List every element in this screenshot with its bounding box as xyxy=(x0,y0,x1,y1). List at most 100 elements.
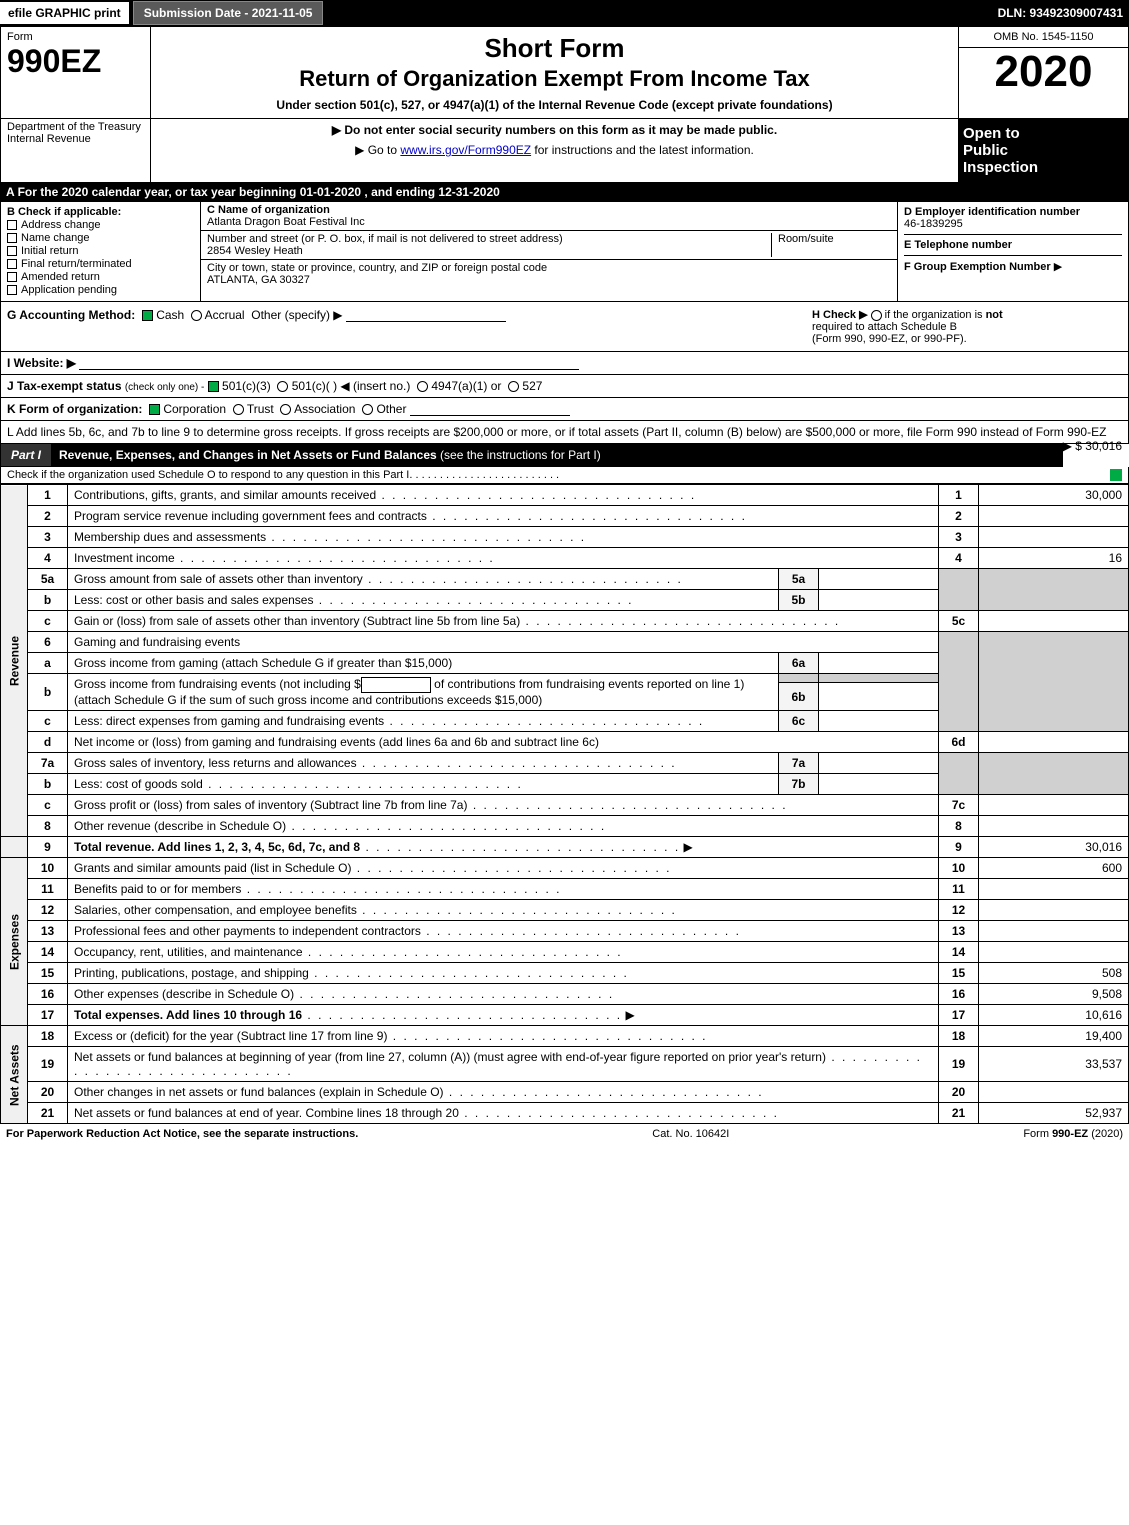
org-name-value: Atlanta Dragon Boat Festival Inc xyxy=(207,216,365,228)
city-label: City or town, state or province, country… xyxy=(207,262,547,274)
line-code: 6d xyxy=(939,732,979,753)
irs-link[interactable]: www.irs.gov/Form990EZ xyxy=(400,143,531,157)
line-value: 30,000 xyxy=(979,485,1129,506)
line-text: Less: direct expenses from gaming and fu… xyxy=(68,711,779,732)
form-word: Form xyxy=(7,31,144,43)
line-value: 9,508 xyxy=(979,984,1129,1005)
inner-value[interactable] xyxy=(819,753,939,774)
line-code: 5c xyxy=(939,611,979,632)
other-specify-input[interactable] xyxy=(346,308,506,322)
header-left: Form 990EZ xyxy=(1,27,151,118)
inner-code: 6a xyxy=(779,653,819,674)
line-text: Benefits paid to or for members xyxy=(68,879,939,900)
website-input[interactable] xyxy=(79,356,579,370)
contrib-amount-input[interactable] xyxy=(361,677,431,693)
line-num: 8 xyxy=(28,816,68,837)
line-num: c xyxy=(28,711,68,732)
chk-4947-icon[interactable] xyxy=(417,381,428,392)
line-num: 19 xyxy=(28,1047,68,1082)
inner-value[interactable] xyxy=(819,653,939,674)
inner-code: 7a xyxy=(779,753,819,774)
checkbox-icon[interactable] xyxy=(7,272,17,282)
line-text: Net income or (loss) from gaming and fun… xyxy=(68,732,939,753)
chk-association-icon[interactable] xyxy=(280,404,291,415)
chk-527-icon[interactable] xyxy=(508,381,519,392)
line-code: 11 xyxy=(939,879,979,900)
checkbox-icon[interactable] xyxy=(7,259,17,269)
inspection-label: Inspection xyxy=(963,159,1124,176)
column-b: B Check if applicable: Address change Na… xyxy=(1,202,201,301)
chk-501c-icon[interactable] xyxy=(277,381,288,392)
efile-print-label[interactable]: efile GRAPHIC print xyxy=(0,2,129,24)
form-ref: Form 990-EZ (2020) xyxy=(1023,1128,1123,1140)
chk-final-return[interactable]: Final return/terminated xyxy=(7,258,194,270)
page-footer: For Paperwork Reduction Act Notice, see … xyxy=(0,1124,1129,1144)
row-h: H Check ▶ if the organization is not req… xyxy=(812,308,1122,345)
chk-initial-return[interactable]: Initial return xyxy=(7,245,194,257)
table-row: 20Other changes in net assets or fund ba… xyxy=(1,1082,1129,1103)
accrual-label: Accrual xyxy=(205,308,245,322)
line-value xyxy=(979,816,1129,837)
h-text3: (Form 990, 990-EZ, or 990-PF). xyxy=(812,333,967,345)
checkbox-accrual-icon[interactable] xyxy=(191,310,202,321)
h-text1: if the organization is xyxy=(885,309,986,321)
checkbox-cash-checked-icon[interactable] xyxy=(142,310,153,321)
schedule-o-checkbox-checked-icon[interactable] xyxy=(1110,469,1122,481)
checkbox-icon[interactable] xyxy=(7,233,17,243)
chk-address-change[interactable]: Address change xyxy=(7,219,194,231)
other-specify-label: Other (specify) ▶ xyxy=(251,308,342,322)
line-code: 8 xyxy=(939,816,979,837)
line-text: Occupancy, rent, utilities, and maintena… xyxy=(68,942,939,963)
cat-number: Cat. No. 10642I xyxy=(652,1128,729,1140)
line-code: 17 xyxy=(939,1005,979,1026)
inner-value[interactable] xyxy=(819,569,939,590)
line-text: Professional fees and other payments to … xyxy=(68,921,939,942)
checkbox-h-icon[interactable] xyxy=(871,310,882,321)
table-row: 19Net assets or fund balances at beginni… xyxy=(1,1047,1129,1082)
open-public-box: Open to Public Inspection xyxy=(958,119,1128,182)
part-1-check-text: Check if the organization used Schedule … xyxy=(7,469,409,481)
line-num: c xyxy=(28,795,68,816)
checkbox-icon[interactable] xyxy=(7,246,17,256)
part-1-check-row: Check if the organization used Schedule … xyxy=(0,467,1129,484)
inner-value[interactable] xyxy=(819,683,939,711)
chk-corporation-checked-icon[interactable] xyxy=(149,404,160,415)
line-code: 15 xyxy=(939,963,979,984)
h-text2: required to attach Schedule B xyxy=(812,321,957,333)
line-value xyxy=(979,732,1129,753)
chk-trust-icon[interactable] xyxy=(233,404,244,415)
goto-pre: Go to xyxy=(368,143,401,157)
shaded-cell xyxy=(779,674,819,683)
inner-value[interactable] xyxy=(819,711,939,732)
chk-name-change[interactable]: Name change xyxy=(7,232,194,244)
submission-date-label: Submission Date - 2021-11-05 xyxy=(133,1,324,25)
line-num: 11 xyxy=(28,879,68,900)
checkbox-icon[interactable] xyxy=(7,220,17,230)
line-num: 12 xyxy=(28,900,68,921)
line-code: 9 xyxy=(939,837,979,858)
chk-application-pending[interactable]: Application pending xyxy=(7,284,194,296)
chk-amended-return[interactable]: Amended return xyxy=(7,271,194,283)
line-text: Total revenue. Add lines 1, 2, 3, 4, 5c,… xyxy=(68,837,939,858)
netassets-side-label: Net Assets xyxy=(1,1026,28,1124)
other-org-input[interactable] xyxy=(410,402,570,416)
chk-other-icon[interactable] xyxy=(362,404,373,415)
line-text: Gaming and fundraising events xyxy=(68,632,939,653)
ein-label: D Employer identification number xyxy=(904,206,1122,218)
chk-501c3-checked-icon[interactable] xyxy=(208,381,219,392)
table-row: Expenses10Grants and similar amounts pai… xyxy=(1,858,1129,879)
table-row: 13Professional fees and other payments t… xyxy=(1,921,1129,942)
inner-value[interactable] xyxy=(819,590,939,611)
row-l-text: L Add lines 5b, 6c, and 7b to line 9 to … xyxy=(7,425,1106,439)
inner-code: 5a xyxy=(779,569,819,590)
chk-label: Name change xyxy=(21,232,90,244)
part-1-title-suffix: (see the instructions for Part I) xyxy=(440,448,601,462)
checkbox-icon[interactable] xyxy=(7,285,17,295)
row-k: K Form of organization: Corporation Trus… xyxy=(0,398,1129,421)
arrow-icon: ▶ xyxy=(625,1008,634,1022)
line-text: Salaries, other compensation, and employ… xyxy=(68,900,939,921)
row-g-h: G Accounting Method: Cash Accrual Other … xyxy=(0,302,1129,352)
calendar-year-text: For the 2020 calendar year, or tax year … xyxy=(18,185,500,199)
inner-value[interactable] xyxy=(819,774,939,795)
line-text: Other revenue (describe in Schedule O) xyxy=(68,816,939,837)
